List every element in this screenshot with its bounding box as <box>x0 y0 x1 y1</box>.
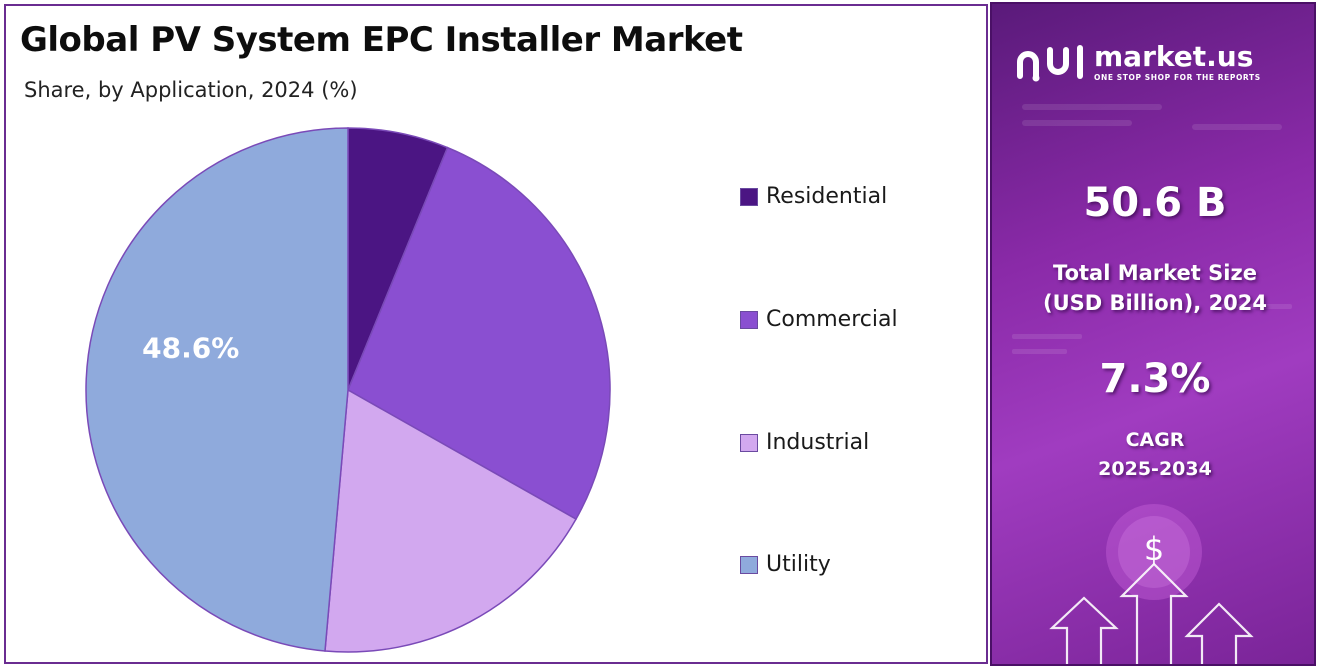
pie-slice-utility <box>85 127 349 652</box>
legend-label-industrial: Industrial <box>766 430 870 455</box>
legend-swatch-industrial <box>740 433 758 452</box>
legend-label-utility: Utility <box>766 552 831 577</box>
up-arrow-icon <box>1049 562 1254 664</box>
legend-swatch-residential <box>740 187 758 206</box>
cagr-value: 7.3% <box>1099 356 1211 402</box>
chart-subtitle: Share, by Application, 2024 (%) <box>24 78 358 102</box>
cagr-label-line2: 2025-2034 <box>1098 458 1212 480</box>
pie-data-labels: 48.6% <box>142 331 239 364</box>
data-label-utility: 48.6% <box>142 331 239 364</box>
legend-item-residential: Residential <box>740 184 887 209</box>
legend-swatch-commercial <box>740 310 758 329</box>
chart-panel: Global PV System EPC Installer Market Sh… <box>4 4 988 664</box>
brand-tagline: ONE STOP SHOP FOR THE REPORTS <box>1094 72 1261 82</box>
market-us-logo-icon <box>1017 45 1083 82</box>
legend-item-industrial: Industrial <box>740 430 869 455</box>
market-size-label-line1: Total Market Size <box>1053 261 1257 285</box>
pie-slice-industrial <box>324 388 578 653</box>
legend-label-residential: Residential <box>766 184 888 209</box>
background-illustration: $ <box>1012 104 1292 664</box>
brand-name: market.us <box>1094 39 1254 73</box>
dollar-coin-icon: $ <box>1106 504 1202 600</box>
brand-logo: market.us ONE STOP SHOP FOR THE REPORTS <box>1012 42 1261 82</box>
svg-text:$: $ <box>1144 530 1164 568</box>
legend-label-commercial: Commercial <box>766 307 898 332</box>
market-size-value: 50.6 B <box>1083 180 1227 226</box>
cagr-label-line1: CAGR <box>1125 429 1185 451</box>
market-size-label-line2: (USD Billion), 2024 <box>1042 291 1268 315</box>
market-summary-panel: $ market.us ONE STOP SHOP FOR THE REPORT… <box>990 2 1316 666</box>
pie-slices <box>85 127 611 653</box>
legend-item-commercial: Commercial <box>740 307 898 332</box>
legend-item-utility: Utility <box>740 552 831 577</box>
legend-swatch-utility <box>740 555 758 574</box>
chart-title: Global PV System EPC Installer Market <box>20 20 743 60</box>
pie-chart: 48.6% <box>85 127 611 653</box>
